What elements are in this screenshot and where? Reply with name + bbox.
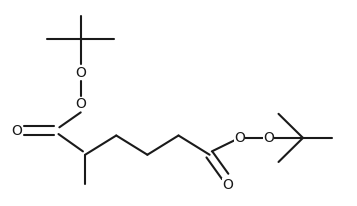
Text: O: O — [263, 131, 274, 145]
Text: O: O — [222, 178, 233, 192]
Text: O: O — [11, 124, 22, 138]
Text: O: O — [75, 66, 86, 80]
Text: O: O — [75, 97, 86, 111]
Text: O: O — [235, 131, 245, 145]
